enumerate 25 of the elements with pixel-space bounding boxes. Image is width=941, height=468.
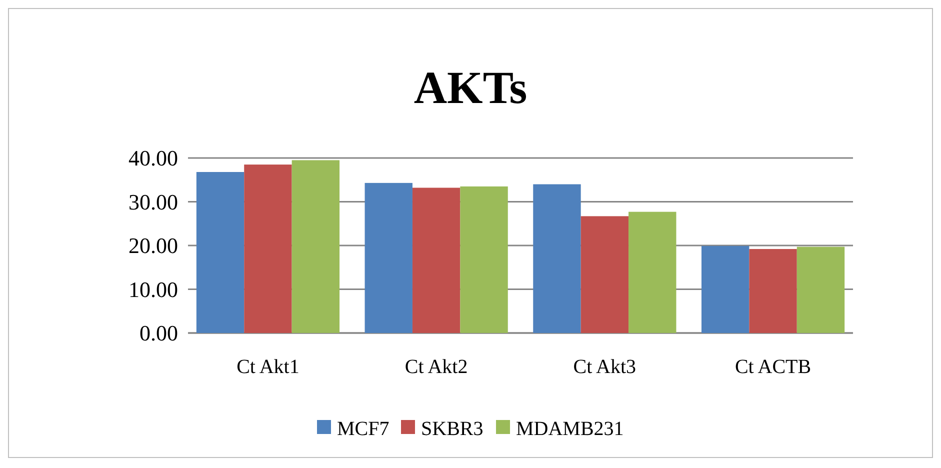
legend-label: SKBR3: [421, 418, 484, 440]
y-tick-label: 40.00: [128, 146, 178, 171]
bar: [412, 188, 460, 333]
y-tick-label: 10.00: [128, 276, 178, 302]
bar: [292, 160, 340, 333]
bar: [460, 186, 508, 333]
bar: [749, 249, 797, 333]
bar: [533, 184, 581, 333]
chart-title: AKTs: [414, 62, 528, 113]
x-tick-label: Ct Akt3: [573, 356, 636, 378]
y-tick-label: 0.00: [140, 320, 178, 346]
bar: [701, 246, 750, 333]
bar: [628, 212, 676, 333]
legend-label: MDAMB231: [516, 418, 624, 440]
bar: [796, 246, 845, 333]
bar: [244, 164, 292, 333]
bar: [364, 182, 412, 333]
y-tick-label: 30.00: [128, 189, 178, 214]
legend-label: MCF7: [337, 418, 390, 440]
bar: [196, 172, 244, 333]
x-tick-label: Ct Akt1: [236, 356, 300, 378]
x-tick-label: Ct Akt2: [404, 356, 468, 378]
bar: [580, 216, 629, 333]
y-tick-label: 20.00: [128, 233, 178, 258]
x-tick-label: Ct ACTB: [734, 356, 812, 378]
